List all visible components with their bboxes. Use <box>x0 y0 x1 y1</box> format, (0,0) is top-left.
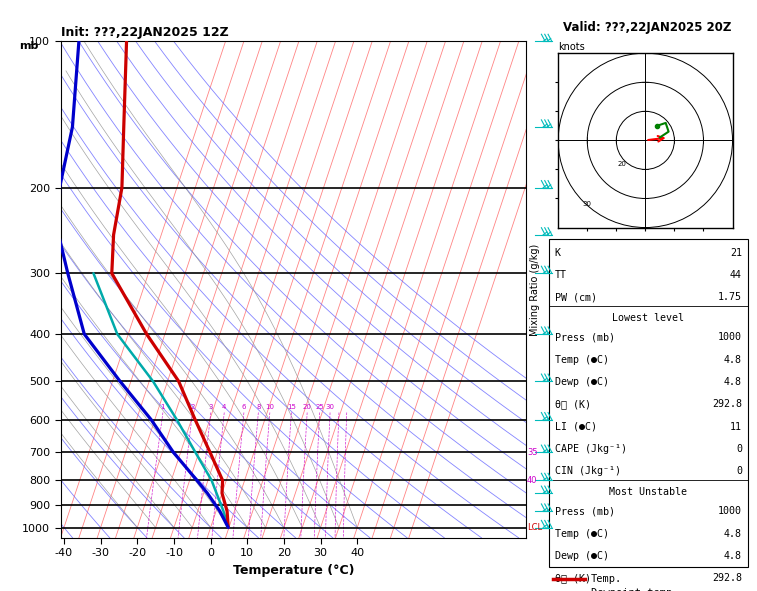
Text: θᴇ (K): θᴇ (K) <box>555 400 590 409</box>
Text: θᴇ (K): θᴇ (K) <box>555 573 590 583</box>
Text: 4.8: 4.8 <box>724 528 742 538</box>
Text: Dewp (●C): Dewp (●C) <box>555 377 609 387</box>
Text: 11: 11 <box>730 421 742 431</box>
Text: 20: 20 <box>618 161 627 167</box>
Text: 30: 30 <box>583 202 592 207</box>
Text: 4: 4 <box>222 404 226 410</box>
Text: 21: 21 <box>730 248 742 258</box>
Text: 4.8: 4.8 <box>724 355 742 365</box>
Text: LI (●C): LI (●C) <box>555 421 597 431</box>
Text: 1.75: 1.75 <box>718 292 742 302</box>
Text: Mixing Ratio (g/kg): Mixing Ratio (g/kg) <box>530 243 540 336</box>
Text: 40: 40 <box>527 476 537 485</box>
Text: 10: 10 <box>266 404 274 410</box>
Text: K: K <box>555 248 561 258</box>
Text: Init: ???,22JAN2025 12Z: Init: ???,22JAN2025 12Z <box>61 26 229 39</box>
Text: Valid: ???,22JAN2025 20Z: Valid: ???,22JAN2025 20Z <box>563 21 731 34</box>
Text: CIN (Jkg⁻¹): CIN (Jkg⁻¹) <box>555 466 621 476</box>
Text: Lowest level: Lowest level <box>612 313 684 323</box>
Text: 30: 30 <box>326 404 335 410</box>
Text: 8: 8 <box>256 404 260 410</box>
Text: CAPE (Jkg⁻¹): CAPE (Jkg⁻¹) <box>555 444 627 454</box>
Text: 292.8: 292.8 <box>712 573 742 583</box>
Text: PW (cm): PW (cm) <box>555 292 597 302</box>
Text: 292.8: 292.8 <box>712 400 742 409</box>
Text: TT: TT <box>555 270 567 280</box>
Text: 4.8: 4.8 <box>724 377 742 387</box>
Text: mb: mb <box>19 41 39 51</box>
Text: 35: 35 <box>527 448 537 457</box>
Text: Press (mb): Press (mb) <box>555 332 615 342</box>
Text: 2: 2 <box>190 404 195 410</box>
Text: 0: 0 <box>736 466 742 476</box>
Text: 3: 3 <box>208 404 213 410</box>
Text: 6: 6 <box>241 404 246 410</box>
Text: Temp (●C): Temp (●C) <box>555 355 609 365</box>
Text: Press (mb): Press (mb) <box>555 506 615 517</box>
Text: 20: 20 <box>303 404 312 410</box>
Text: Dewpoint temp.: Dewpoint temp. <box>590 589 678 591</box>
Text: knots: knots <box>558 43 585 53</box>
Text: Dewp (●C): Dewp (●C) <box>555 551 609 561</box>
Text: 15: 15 <box>287 404 296 410</box>
Text: LCL: LCL <box>527 523 542 532</box>
Text: 1000: 1000 <box>718 332 742 342</box>
Text: 1000: 1000 <box>718 506 742 517</box>
Text: 1: 1 <box>160 404 165 410</box>
Text: 0: 0 <box>736 444 742 454</box>
Text: Temp.: Temp. <box>590 574 622 583</box>
X-axis label: Temperature (°C): Temperature (°C) <box>232 564 354 577</box>
Text: Temp (●C): Temp (●C) <box>555 528 609 538</box>
Text: 4.8: 4.8 <box>724 551 742 561</box>
Text: 44: 44 <box>730 270 742 280</box>
Text: 25: 25 <box>316 404 324 410</box>
Text: Most Unstable: Most Unstable <box>609 488 687 498</box>
